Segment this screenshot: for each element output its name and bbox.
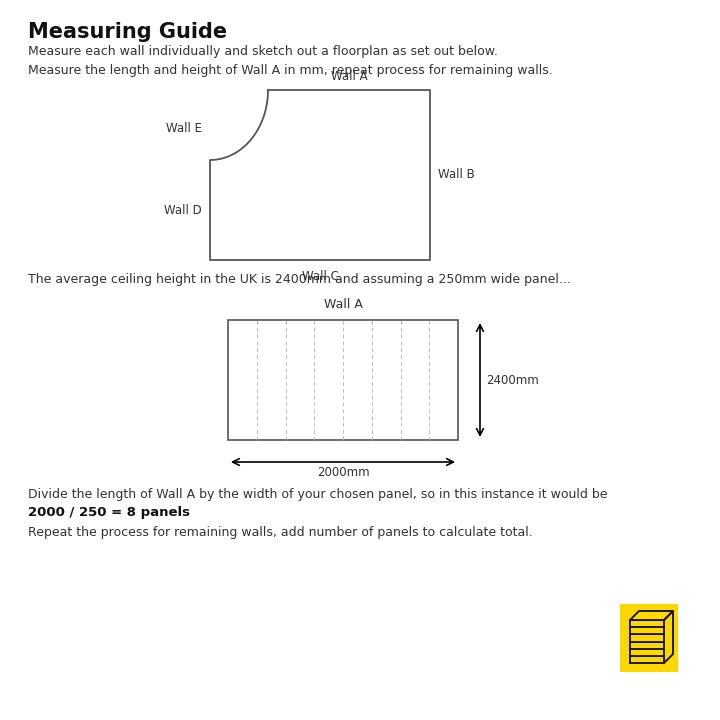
Text: Wall A: Wall A [323,298,362,311]
Text: 2000 / 250 = 8 panels: 2000 / 250 = 8 panels [28,506,190,519]
Text: Repeat the process for remaining walls, add number of panels to calculate total.: Repeat the process for remaining walls, … [28,526,533,539]
Bar [228,320,458,440]
Text: 2400mm: 2400mm [486,374,539,387]
Text: Measuring Guide: Measuring Guide [28,22,227,42]
Text: Wall C: Wall C [302,270,338,283]
Text: Wall E: Wall E [166,122,202,135]
Text: 2000mm: 2000mm [317,466,369,479]
Text: Wall B: Wall B [438,168,474,181]
Text: Divide the length of Wall A by the width of your chosen panel, so in this instan: Divide the length of Wall A by the width… [28,488,608,501]
Text: Measure each wall individually and sketch out a floorplan as set out below.: Measure each wall individually and sketc… [28,45,498,58]
Bar [620,604,678,672]
Text: Wall A: Wall A [330,70,367,83]
Text: Measure the length and height of Wall A in mm, repeat process for remaining wall: Measure the length and height of Wall A … [28,64,553,77]
Text: Wall D: Wall D [164,204,202,217]
Text: The average ceiling height in the UK is 2400mm and assuming a 250mm wide panel..: The average ceiling height in the UK is … [28,273,571,286]
